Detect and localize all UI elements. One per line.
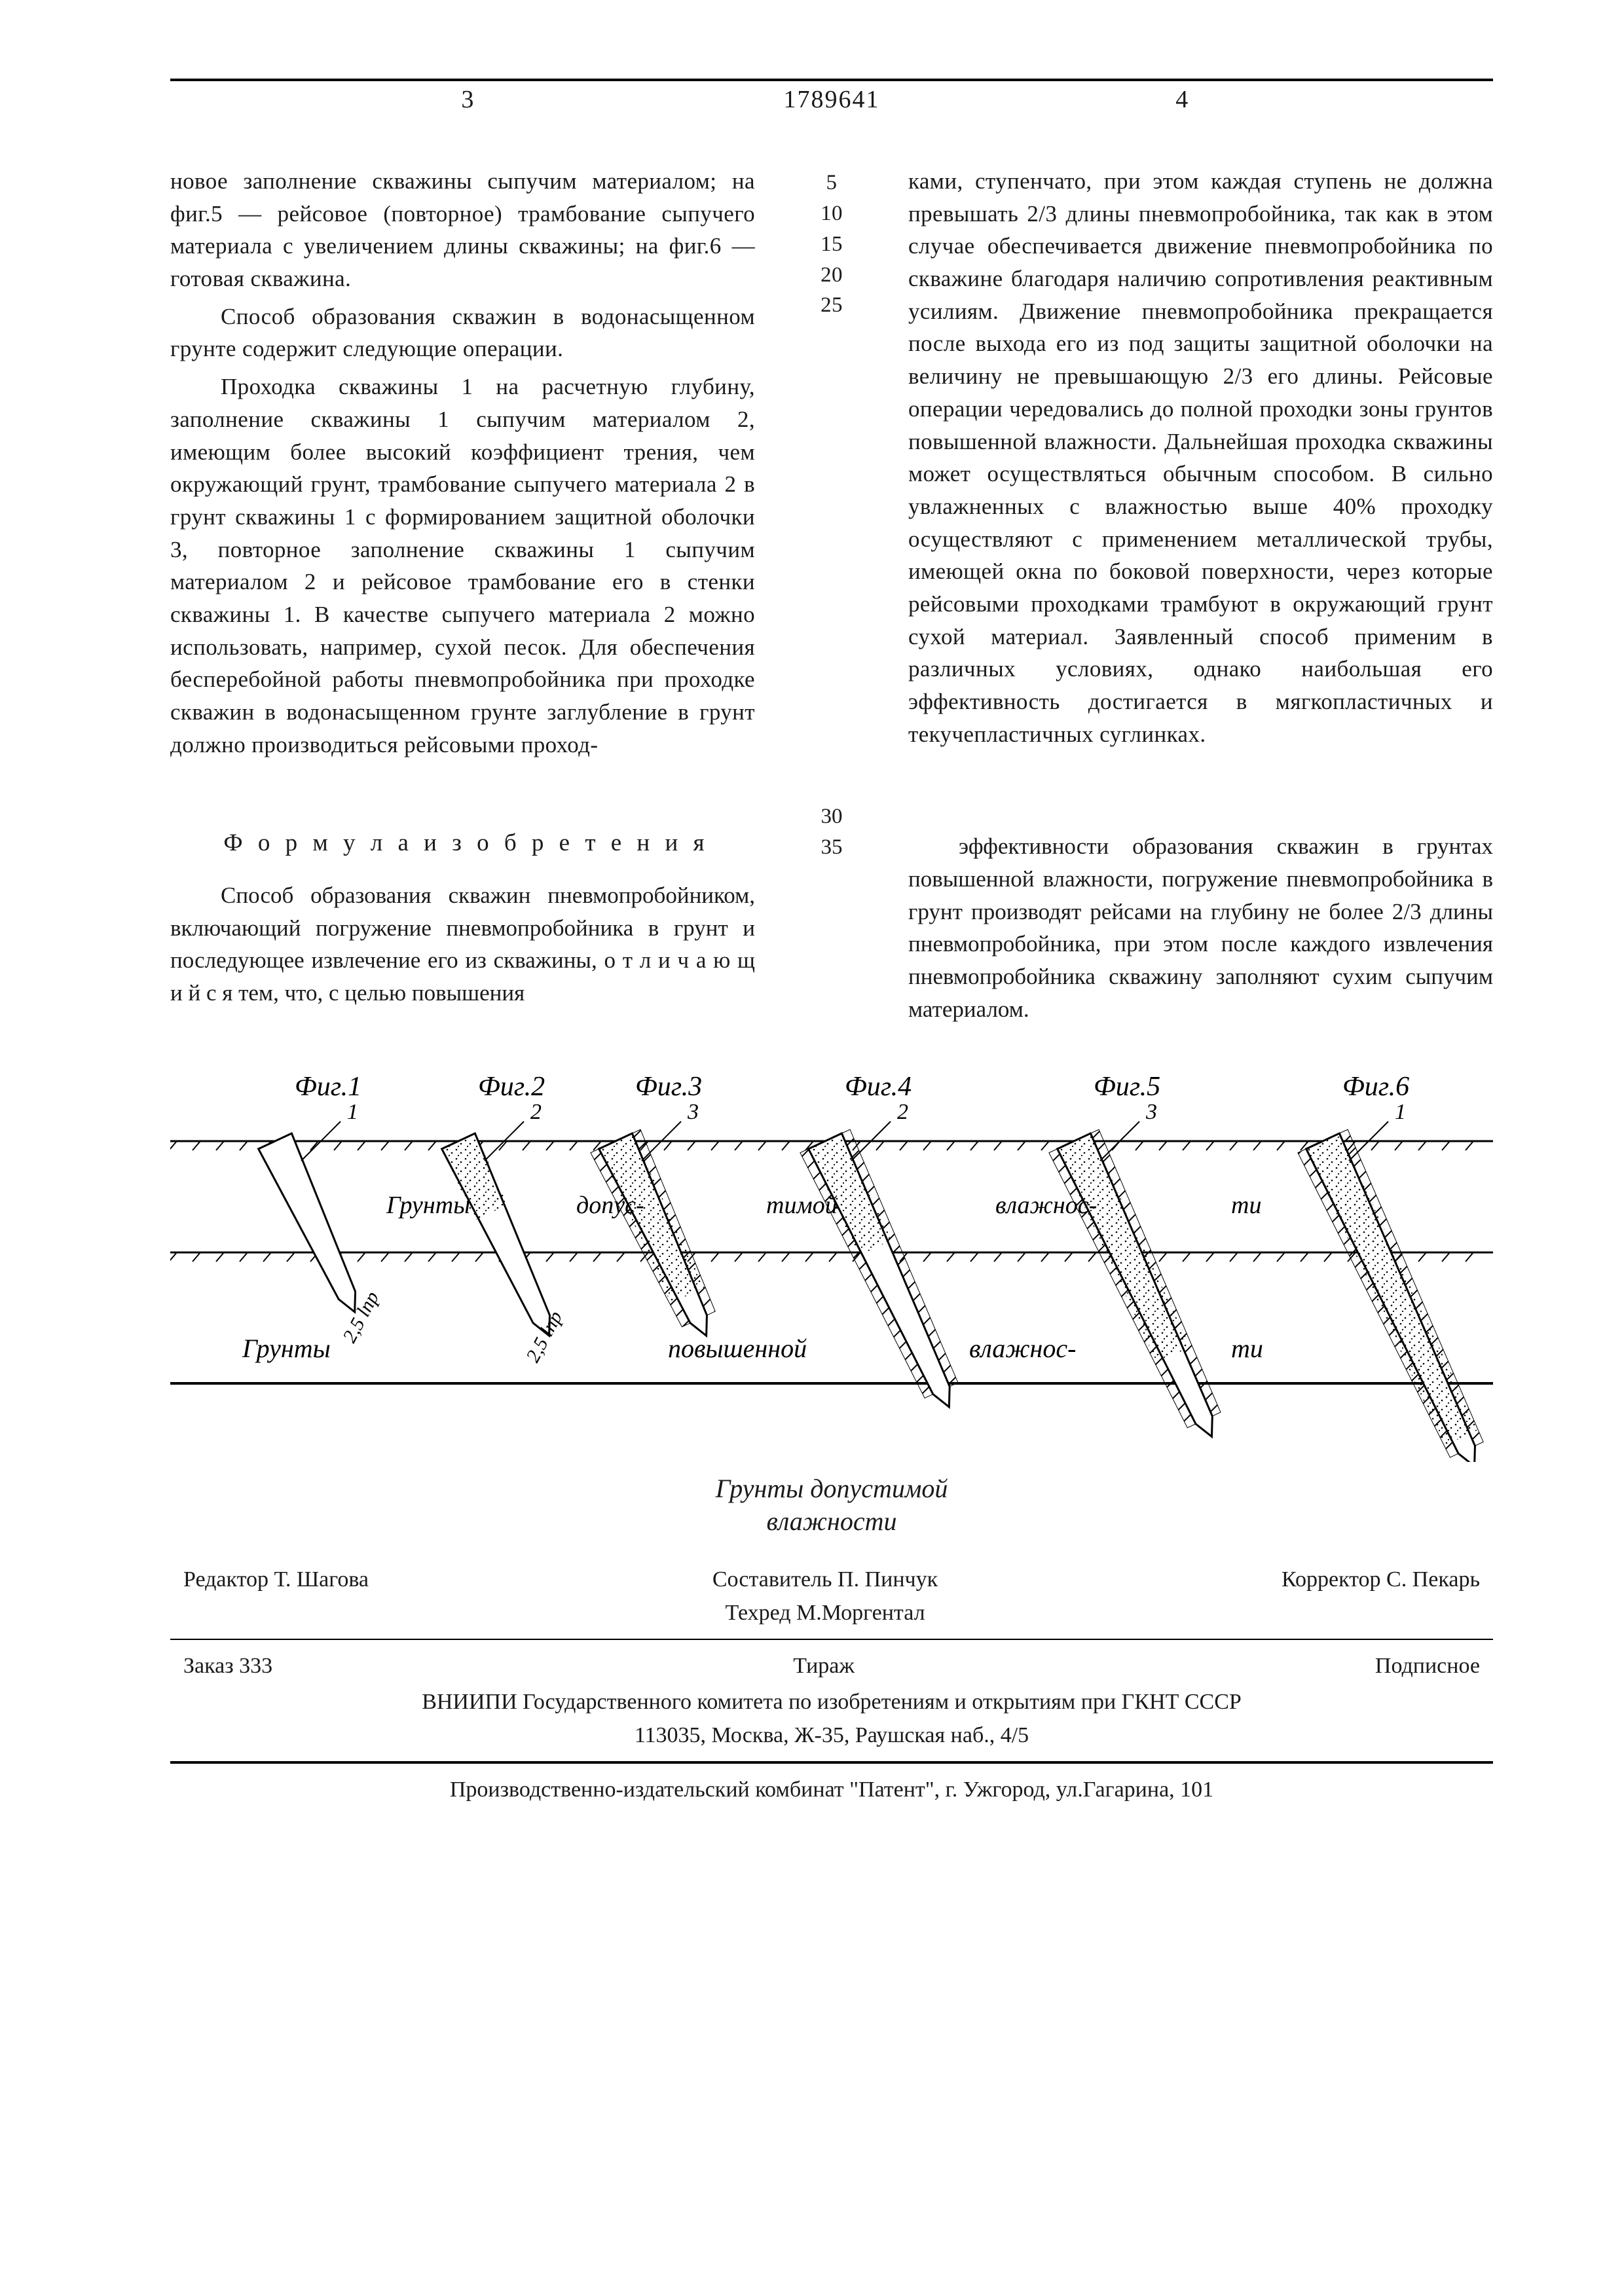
- compiler-credit: Составитель П. Пинчук: [712, 1563, 938, 1596]
- svg-text:влажнос-: влажнос-: [995, 1192, 1097, 1219]
- svg-text:Фиг.6: Фиг.6: [1342, 1072, 1409, 1102]
- subscription: Подписное: [1375, 1649, 1480, 1683]
- svg-text:тимой: тимой: [766, 1192, 838, 1219]
- divider: [170, 1639, 1493, 1640]
- svg-text:допус-: допус-: [576, 1192, 644, 1219]
- claims-col-right: эффективности образования скважин в грун…: [908, 799, 1493, 1030]
- order-number: Заказ 333: [183, 1649, 272, 1683]
- figures-svg: Фиг.11Фиг.22Фиг.33Фиг.42Фиг.53Фиг.61Грун…: [170, 1056, 1493, 1462]
- line-number-gutter: 510152025: [814, 165, 849, 766]
- description-col-left: новое заполнение скважины сыпучим матери…: [170, 165, 755, 766]
- para: новое заполнение скважины сыпучим матери…: [170, 165, 755, 295]
- para: ками, ступенчато, при этом каждая ступен…: [908, 165, 1493, 750]
- svg-text:Фиг.4: Фиг.4: [845, 1072, 912, 1102]
- svg-text:Фиг.2: Фиг.2: [478, 1072, 545, 1102]
- figure-caption: Грунты допустимой влажности: [170, 1472, 1493, 1538]
- para: Способ образования скважин в водонасыщен…: [170, 301, 755, 365]
- printer-line: Производственно-издательский комбинат "П…: [170, 1773, 1493, 1806]
- svg-text:Фиг.1: Фиг.1: [295, 1072, 361, 1102]
- colophon: Редактор Т. Шагова Составитель П. Пинчук…: [170, 1560, 1493, 1806]
- svg-text:3: 3: [687, 1100, 699, 1124]
- svg-text:2: 2: [530, 1100, 542, 1124]
- patent-number: 1789641: [784, 85, 880, 114]
- svg-text:1: 1: [347, 1100, 358, 1124]
- svg-text:Грунты: Грунты: [386, 1192, 470, 1219]
- svg-text:1: 1: [1395, 1100, 1406, 1124]
- para: Проходка скважины 1 на расчетную глубину…: [170, 371, 755, 761]
- editor-credit: Редактор Т. Шагова: [183, 1563, 369, 1630]
- proofreader-credit: Корректор С. Пекарь: [1282, 1563, 1480, 1630]
- print-run: Тираж: [793, 1649, 855, 1683]
- description-col-right: ками, ступенчато, при этом каждая ступен…: [908, 165, 1493, 766]
- page-header: 3 1789641 4: [170, 79, 1493, 134]
- svg-text:2: 2: [897, 1100, 908, 1124]
- svg-text:ти: ти: [1231, 1334, 1263, 1363]
- divider-thick: [170, 1761, 1493, 1764]
- typeset-credit: Техред М.Моргентал: [712, 1596, 938, 1630]
- svg-text:повышенной: повышенной: [668, 1334, 807, 1363]
- address-line: 113035, Москва, Ж-35, Раушская наб., 4/5: [170, 1719, 1493, 1752]
- svg-text:Фиг.5: Фиг.5: [1094, 1072, 1160, 1102]
- pagecol-right: 4: [1175, 85, 1188, 114]
- pagecol-left: 3: [461, 85, 473, 114]
- svg-text:Грунты: Грунты: [242, 1334, 331, 1363]
- svg-text:ти: ти: [1231, 1192, 1261, 1219]
- institute-line: ВНИИПИ Государственного комитета по изоб…: [170, 1685, 1493, 1719]
- line-number-gutter: 3035: [814, 799, 849, 1030]
- svg-text:влажнос-: влажнос-: [969, 1334, 1076, 1363]
- claims-columns: Ф о р м у л а и з о б р е т е н и я Спос…: [170, 799, 1493, 1030]
- figure-block: Фиг.11Фиг.22Фиг.33Фиг.42Фиг.53Фиг.61Грун…: [170, 1056, 1493, 1538]
- claims-col-left: Ф о р м у л а и з о б р е т е н и я Спос…: [170, 799, 755, 1030]
- para: эффективности образования скважин в грун…: [908, 830, 1493, 1025]
- svg-text:3: 3: [1145, 1100, 1157, 1124]
- svg-text:Фиг.3: Фиг.3: [635, 1072, 702, 1102]
- description-columns: новое заполнение скважины сыпучим матери…: [170, 165, 1493, 766]
- para: Способ образования скважин пневмопробойн…: [170, 879, 755, 1010]
- claims-heading: Ф о р м у л а и з о б р е т е н и я: [223, 826, 755, 861]
